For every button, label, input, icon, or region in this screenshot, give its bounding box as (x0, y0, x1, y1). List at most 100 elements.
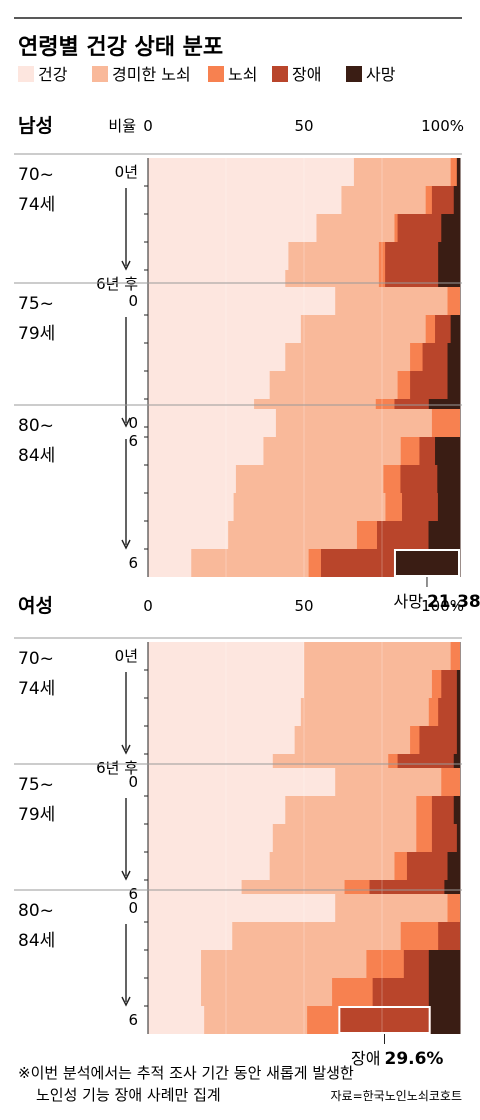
bar-segment-1-0-1-4 (456, 670, 461, 698)
legend-label-3: 장애 (292, 65, 321, 84)
bar-segment-0-1-1-0 (148, 315, 302, 343)
bar-segment-0-1-1-4 (450, 315, 461, 343)
bar-segment-0-1-2-4 (447, 343, 461, 371)
bar-segment-0-1-0-2 (447, 287, 461, 315)
highlight-value-0: 21.38% (427, 592, 480, 612)
legend-label-1: 경미한 노쇠 (112, 65, 191, 84)
bar-segment-1-2-2-1 (201, 950, 367, 978)
tick-label-0-1: 50 (294, 117, 313, 135)
bar-segment-1-0-1-1 (304, 670, 433, 698)
year-end-0-1: 6 (128, 432, 138, 450)
bar-segment-0-2-5-3 (320, 549, 395, 577)
bar-segment-0-1-3-2 (397, 371, 411, 399)
bar-segment-1-2-3-0 (148, 978, 202, 1006)
source-credit: 자료=한국노인노쇠코호트 (331, 1089, 463, 1103)
bar-segment-1-2-2-0 (148, 950, 202, 978)
bar-segment-0-0-0-0 (148, 158, 355, 186)
group-label-0-0-0: 70~ (18, 165, 54, 185)
bar-segment-1-1-2-1 (272, 824, 417, 852)
bar-segment-0-2-0-2 (431, 409, 461, 437)
bar-segment-0-2-5-0 (148, 549, 192, 577)
bar-segment-0-0-0-4 (456, 158, 461, 186)
highlight-label-1: 장애 (351, 1049, 380, 1068)
year-end-1-1: 6 (128, 885, 138, 903)
bar-segment-1-1-1-1 (285, 796, 417, 824)
bar-segment-1-1-0-0 (148, 768, 336, 796)
bar-segment-0-2-4-3 (376, 521, 430, 549)
bar-segment-1-0-3-4 (456, 726, 461, 754)
time-arrowhead-1-1 (121, 870, 131, 881)
bar-segment-0-2-3-4 (437, 493, 461, 521)
bar-segment-1-1-2-2 (416, 824, 433, 852)
bar-segment-0-0-1-1 (341, 186, 427, 214)
bar-segment-0-0-2-2 (394, 214, 399, 242)
bar-segment-0-0-4-2 (378, 270, 386, 298)
highlight-label-0: 사망 (394, 592, 424, 611)
bar-segment-1-2-1-3 (438, 922, 461, 950)
bar-segment-0-0-2-0 (148, 214, 317, 242)
legend-swatch-0 (18, 66, 34, 82)
bar-segment-1-0-0-1 (304, 642, 452, 670)
group-label-0-2-1: 84세 (18, 446, 55, 466)
bar-segment-1-0-2-1 (300, 698, 430, 726)
bar-segment-0-2-1-2 (400, 437, 420, 465)
panel-title-0: 남성 (18, 115, 53, 137)
bar-segment-0-1-2-2 (410, 343, 424, 371)
bar-segment-1-2-4-2 (307, 1006, 339, 1034)
bar-segment-0-0-3-2 (378, 242, 386, 270)
bar-segment-1-1-1-4 (453, 796, 461, 824)
bar-segment-1-0-2-3 (438, 698, 458, 726)
bar-segment-0-1-1-1 (300, 315, 427, 343)
bar-segment-1-0-2-4 (456, 698, 461, 726)
bar-segment-1-2-1-4 (460, 922, 461, 950)
group-label-1-2-0: 80~ (18, 901, 54, 921)
tick-label-1-1: 50 (294, 597, 313, 615)
group-label-1-0-0: 70~ (18, 649, 54, 669)
legend: 건강 경미한 노쇠 노쇠 장애 사망 (18, 65, 396, 84)
bar-segment-0-1-0-0 (148, 287, 336, 315)
year-start-0-1: 0 (128, 292, 138, 310)
bar-segment-1-2-4-1 (204, 1006, 308, 1034)
bar-segment-1-2-3-2 (332, 978, 374, 1006)
bar-segment-0-2-3-1 (233, 493, 386, 521)
bar-segment-1-1-2-4 (456, 824, 461, 852)
bar-segment-0-2-3-2 (385, 493, 403, 521)
bar-segment-1-2-2-3 (403, 950, 430, 978)
tick-label-0-0: 0 (143, 117, 153, 135)
group-label-1-0-1: 74세 (18, 679, 55, 699)
time-arrowhead-1-2 (121, 996, 131, 1007)
time-arrowhead-1-0 (121, 744, 131, 755)
bar-segment-0-2-2-2 (383, 465, 401, 493)
bar-segment-1-0-0-2 (450, 642, 461, 670)
bar-segment-1-0-0-0 (148, 642, 305, 670)
bar-segment-0-2-5-1 (191, 549, 310, 577)
bar-segment-1-2-1-2 (400, 922, 439, 950)
bar-segment-0-2-3-0 (148, 493, 235, 521)
bar-segment-1-1-3-4 (447, 852, 461, 880)
bar-segment-0-1-0-1 (335, 287, 449, 315)
time-arrowhead-0-1 (121, 417, 131, 428)
bar-segment-1-2-1-0 (148, 922, 233, 950)
bar-segment-1-1-0-4 (460, 768, 461, 796)
legend-swatch-2 (208, 66, 224, 82)
bar-segment-1-1-3-2 (394, 852, 408, 880)
panel-title-1: 여성 (18, 595, 53, 617)
bar-segment-1-0-3-3 (419, 726, 458, 754)
highlight-box-1 (338, 1006, 431, 1034)
bar-segment-1-2-3-1 (201, 978, 333, 1006)
bar-segment-0-0-3-0 (148, 242, 289, 270)
tick-label-1-0: 0 (143, 597, 153, 615)
year-end-0-0: 6년 후 (96, 275, 138, 293)
group-label-0-2-0: 80~ (18, 416, 54, 436)
bar-segment-0-0-1-3 (431, 186, 455, 214)
bar-segment-1-0-2-0 (148, 698, 302, 726)
bar-segment-0-1-1-2 (425, 315, 436, 343)
bar-segment-1-0-3-2 (410, 726, 420, 754)
bar-segment-0-1-3-0 (148, 371, 271, 399)
chart-title: 연령별 건강 상태 분포 (18, 35, 223, 60)
bar-segment-1-0-3-0 (148, 726, 296, 754)
year-start-1-1: 0 (128, 773, 138, 791)
tick-label-0-2: 100% (421, 117, 464, 135)
